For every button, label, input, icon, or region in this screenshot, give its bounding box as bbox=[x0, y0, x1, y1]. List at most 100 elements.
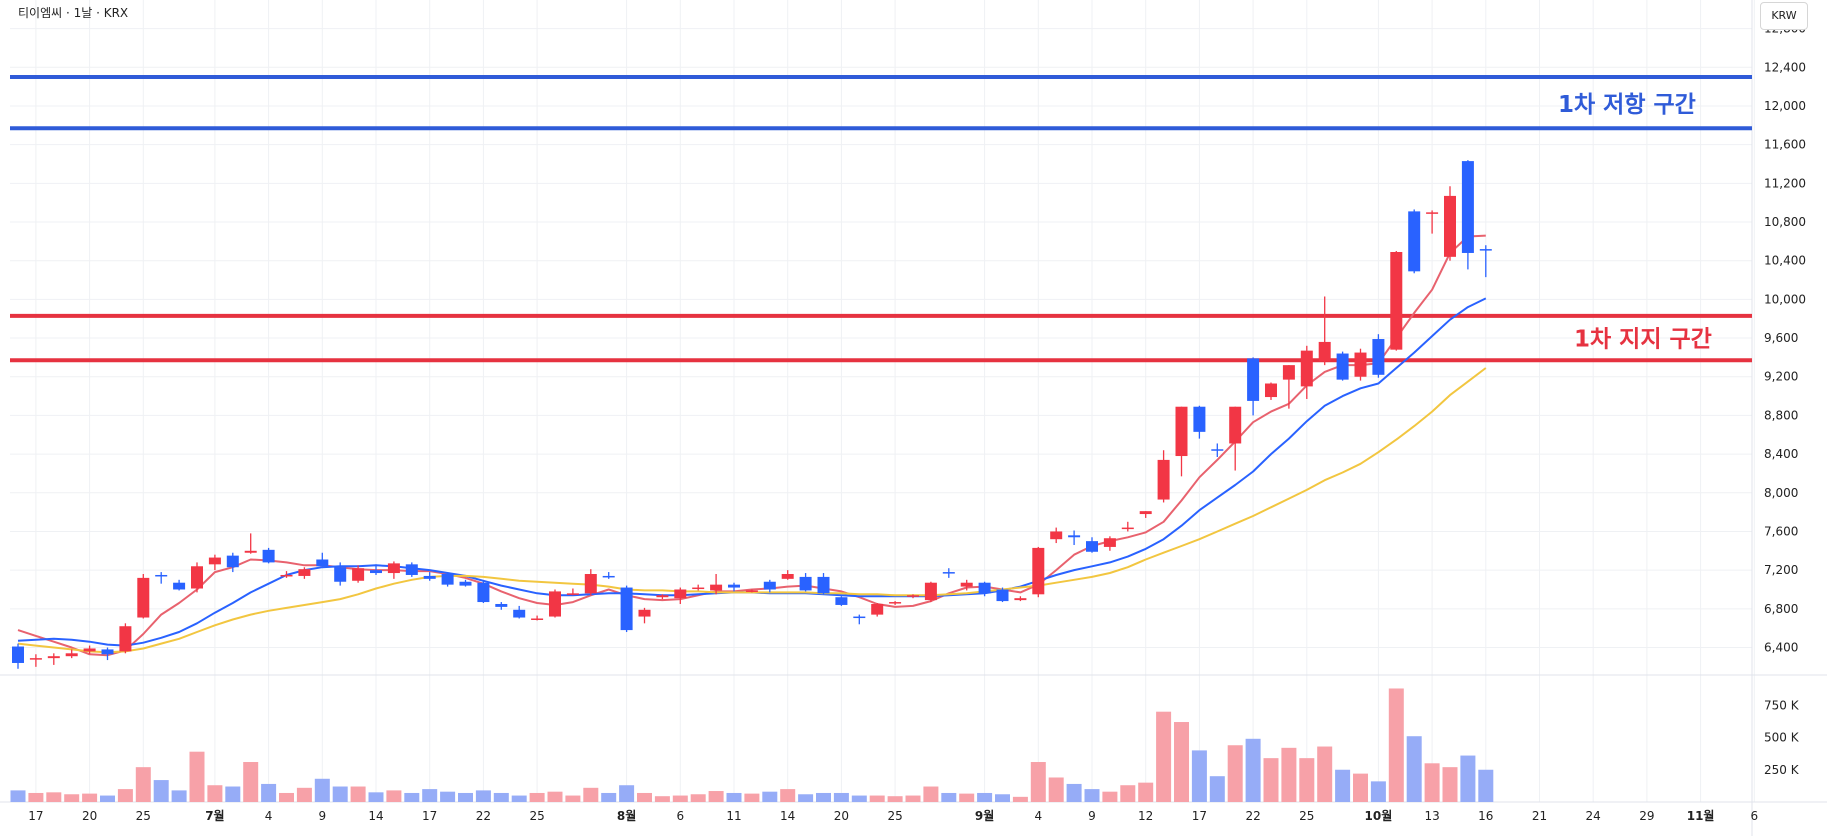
time-tick-label: 6 bbox=[1750, 809, 1758, 823]
time-tick-label: 25 bbox=[136, 809, 151, 823]
volume-bar bbox=[816, 792, 831, 802]
volume-bar bbox=[296, 787, 312, 802]
volume-bar bbox=[1227, 745, 1243, 802]
support-resistance-lines bbox=[10, 74, 1752, 363]
candle-body bbox=[1229, 406, 1242, 444]
volume-bar bbox=[10, 790, 26, 802]
price-tick-label: 10,000 bbox=[1764, 292, 1806, 306]
time-tick-label: 17 bbox=[28, 809, 43, 823]
candle-body bbox=[1175, 406, 1188, 457]
candle-body bbox=[674, 589, 687, 599]
candle-body bbox=[244, 550, 257, 553]
price-tick-label: 9,200 bbox=[1764, 370, 1798, 384]
volume-bar bbox=[905, 795, 921, 802]
price-tick-label: 8,400 bbox=[1764, 447, 1798, 461]
volume-bar bbox=[117, 789, 133, 802]
volume-tick-label: 750 K bbox=[1764, 698, 1800, 712]
volume-bar bbox=[1048, 777, 1064, 802]
time-tick-label: 8월 bbox=[617, 808, 636, 823]
candle-body bbox=[65, 653, 78, 657]
volume-bar bbox=[189, 751, 205, 802]
candle-body bbox=[226, 555, 239, 568]
volume-bar bbox=[153, 780, 169, 802]
candle-body bbox=[1372, 339, 1385, 375]
volume-bar bbox=[601, 792, 617, 802]
time-tick-label: 4 bbox=[265, 809, 273, 823]
volume-bar bbox=[690, 794, 706, 802]
volume-bar bbox=[1209, 776, 1225, 802]
volume-bar bbox=[261, 783, 277, 802]
candle-body bbox=[370, 570, 382, 574]
price-tick-label: 7,200 bbox=[1764, 563, 1798, 577]
price-tick-label: 8,800 bbox=[1764, 408, 1798, 422]
price-tick-label: 8,000 bbox=[1764, 486, 1798, 500]
candle-body bbox=[1032, 547, 1045, 595]
volume-bar bbox=[565, 795, 581, 802]
candle-body bbox=[960, 582, 973, 587]
candle-body bbox=[1265, 383, 1277, 398]
resistance-zone-label: 1차 저항 구간 bbox=[1558, 92, 1696, 118]
volume-bar bbox=[1281, 747, 1297, 802]
candle-body bbox=[495, 603, 508, 607]
volume-bar bbox=[82, 793, 98, 802]
candle-body bbox=[745, 590, 758, 592]
candle-body bbox=[459, 581, 472, 586]
time-tick-label: 29 bbox=[1639, 809, 1654, 823]
volume-bar bbox=[46, 792, 62, 802]
volume-bar bbox=[1084, 789, 1100, 802]
candle-body bbox=[173, 582, 186, 590]
volume-bar bbox=[923, 786, 939, 802]
time-tick-label: 16 bbox=[1478, 809, 1493, 823]
volume-bar bbox=[1406, 736, 1422, 802]
volume-bar bbox=[654, 796, 670, 802]
volume-bar bbox=[350, 786, 366, 802]
volume-tick-label: 250 K bbox=[1764, 763, 1800, 777]
time-tick-label: 12 bbox=[1138, 809, 1153, 823]
candle-body bbox=[298, 569, 311, 576]
candle-body bbox=[924, 582, 937, 601]
volume-bar bbox=[171, 790, 187, 802]
candle-body bbox=[29, 658, 42, 660]
volume-bar bbox=[440, 791, 456, 802]
volume-bar bbox=[1030, 762, 1046, 802]
candle-body bbox=[656, 595, 669, 598]
time-tick-label: 6 bbox=[676, 809, 684, 823]
volume-bar bbox=[547, 791, 563, 802]
candle-body bbox=[781, 574, 794, 579]
price-tick-label: 6,800 bbox=[1764, 602, 1798, 616]
volume-bar bbox=[995, 794, 1010, 802]
volume-bar bbox=[1317, 746, 1333, 802]
candle-body bbox=[1318, 341, 1331, 362]
volume-bar bbox=[368, 792, 384, 802]
candle-body bbox=[101, 649, 114, 655]
candle-body bbox=[1444, 195, 1456, 257]
volume-bar bbox=[1102, 791, 1118, 802]
time-tick-label: 20 bbox=[834, 809, 849, 823]
currency-button[interactable]: KRW bbox=[1760, 2, 1808, 30]
candle-body bbox=[710, 584, 723, 591]
volume-bar bbox=[887, 796, 903, 802]
volume-bar bbox=[1245, 738, 1261, 802]
volume-bar bbox=[708, 791, 724, 802]
volume-bar bbox=[583, 787, 599, 802]
volume-bar bbox=[64, 794, 80, 802]
candle-body bbox=[262, 549, 275, 563]
time-tick-label: 14 bbox=[780, 809, 795, 823]
candle-body bbox=[12, 646, 24, 663]
price-tick-label: 6,400 bbox=[1764, 641, 1798, 655]
volume-bar bbox=[100, 795, 115, 802]
candle-body bbox=[334, 567, 347, 582]
candle-body bbox=[692, 587, 705, 590]
chart-legend: 티이엠씨 · 1날 · KRX bbox=[18, 6, 128, 20]
ma-line-ma10 bbox=[17, 297, 1487, 647]
volume-bar bbox=[780, 789, 796, 802]
candle-body bbox=[799, 576, 812, 591]
candle-body bbox=[280, 574, 293, 577]
candle-body bbox=[137, 577, 150, 618]
time-tick-label: 9 bbox=[318, 809, 326, 823]
candle-body bbox=[1050, 531, 1063, 540]
volume-bar bbox=[637, 792, 652, 802]
time-tick-label: 22 bbox=[476, 809, 491, 823]
price-tick-label: 11,200 bbox=[1764, 176, 1806, 190]
